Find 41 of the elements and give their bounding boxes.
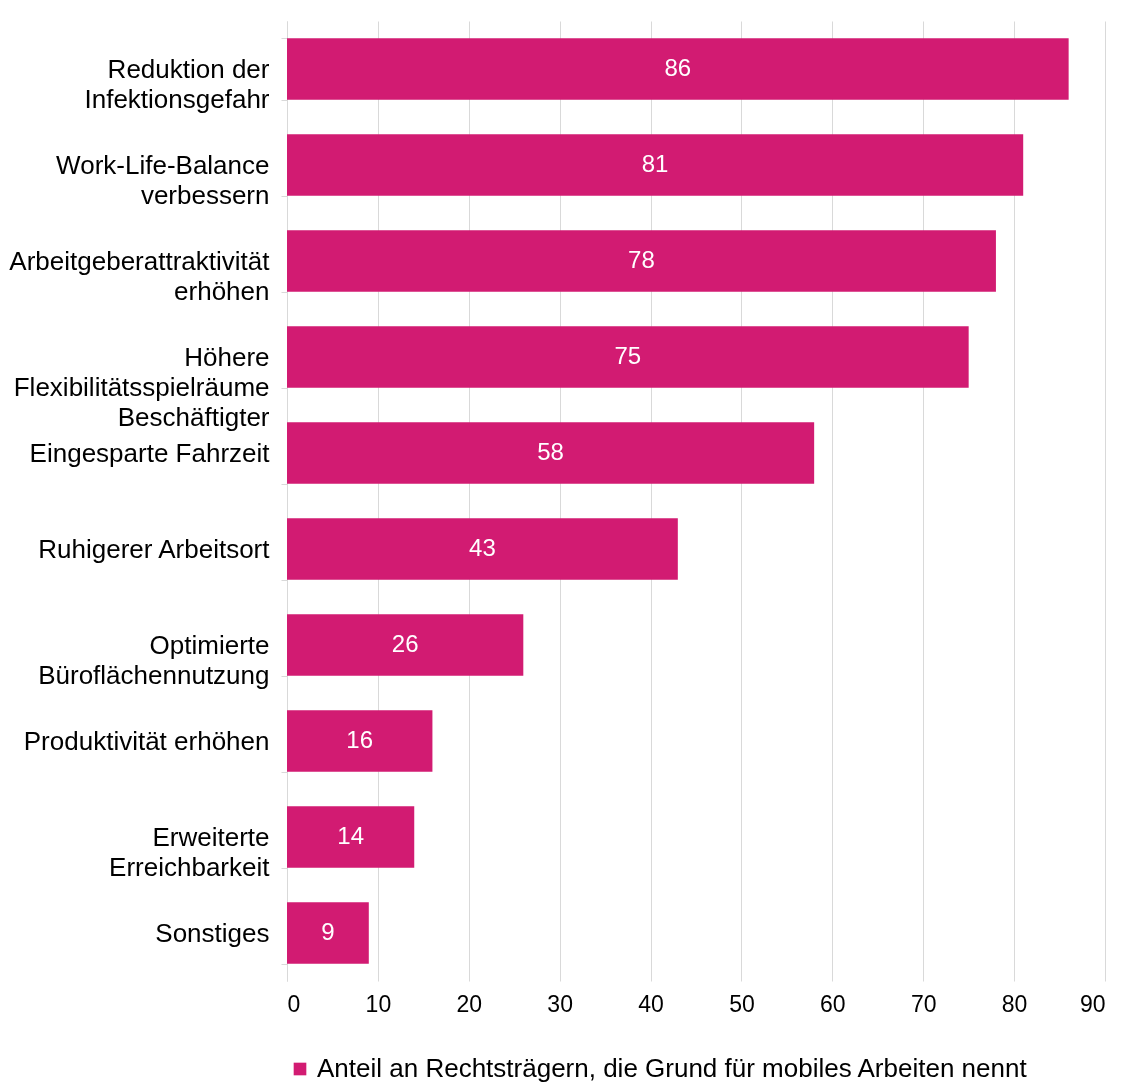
x-tick-label: 60 [820,990,846,1017]
data-label: 9 [321,918,335,945]
x-tick-label: 90 [1079,990,1106,1017]
y-tick-label: Eingesparte Fahrzeit [29,437,271,468]
bar [287,422,815,484]
bar [287,38,1069,100]
bar [287,806,415,868]
bar [287,134,1024,196]
x-tick-label: 10 [365,990,392,1017]
y-tick-label: Höhere Flexibilitätsspielräume Beschäftigter [13,341,270,432]
y-tick-label: Arbeitgeberattraktivität erhöhen [9,245,271,306]
x-tick-label: 80 [1001,990,1028,1017]
data-label: 78 [628,246,655,273]
y-tick-label: Erweiterte Erreichbarkeit [109,821,271,882]
data-label: 75 [614,342,642,369]
x-tick-label: 20 [456,990,483,1017]
bar [287,326,969,388]
legend-label: Anteil an Rechtsträgern, die Grund für mobiles Arbeiten nennt [317,1053,1028,1083]
x-tick-label: 70 [910,990,937,1017]
bar [287,230,996,292]
y-tick-label: Work-Life-Balance verbessern [56,149,270,210]
x-tick-label: 30 [547,990,573,1017]
x-tick-label: 0 [287,990,301,1017]
data-label: 43 [469,534,496,561]
y-tick-label: Reduktion der Infektionsgefahr [84,53,270,114]
data-label: 58 [537,438,564,465]
y-tick-label: Produktivität erhöhen [23,725,270,756]
data-label: 81 [641,150,669,177]
bar [287,710,433,772]
bar [287,614,524,676]
bar [287,518,678,580]
y-tick-label: Optimierte Büroflächennutzung [38,629,270,690]
bar [287,902,369,964]
data-label: 86 [664,54,692,81]
y-tick-label: Ruhigerer Arbeitsort [38,533,271,564]
data-label: 16 [346,726,374,753]
data-label: 26 [391,630,419,657]
data-label: 14 [337,822,364,849]
x-tick-label: 50 [729,990,755,1017]
x-tick-label: 40 [638,990,664,1017]
y-tick-label: Sonstiges [155,917,270,948]
